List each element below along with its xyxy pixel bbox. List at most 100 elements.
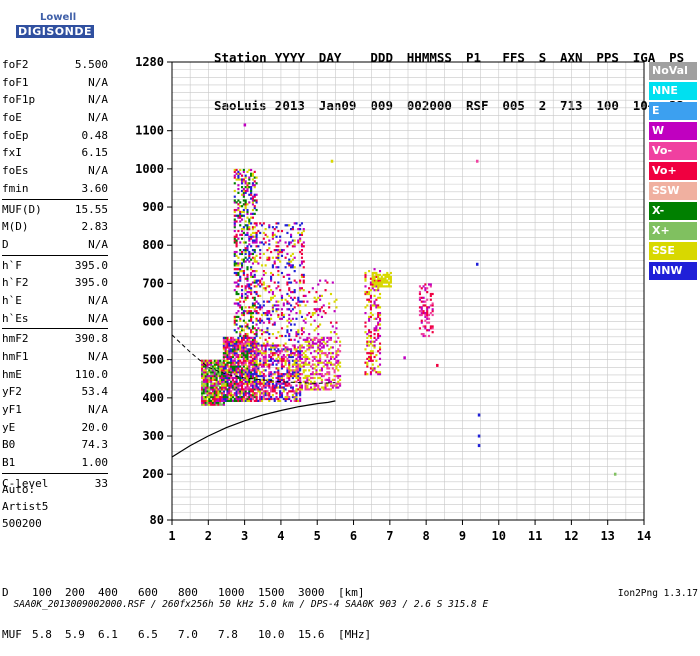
echo-point: [253, 395, 256, 399]
echo-point: [266, 340, 269, 343]
param-label: foE: [2, 111, 22, 125]
echo-point: [237, 342, 240, 345]
echo-point: [219, 403, 222, 406]
echo-point: [288, 361, 291, 364]
echo-point: [246, 266, 249, 269]
echo-point: [248, 283, 251, 286]
echo-point: [250, 395, 253, 399]
echo-point: [330, 159, 334, 163]
y-tick-label: 300: [142, 429, 164, 443]
legend-item-w: W: [649, 122, 697, 140]
echo-point: [240, 378, 244, 381]
echo-point: [250, 191, 253, 194]
echo-point: [237, 203, 240, 206]
echo-point: [257, 311, 260, 315]
echo-point: [255, 292, 258, 296]
echo-point: [302, 319, 305, 322]
echo-point: [237, 355, 240, 359]
echo-point: [273, 344, 276, 347]
echo-point: [297, 340, 300, 343]
echo-point: [222, 390, 225, 393]
echo-point: [244, 289, 247, 292]
echo-point: [326, 365, 329, 368]
echo-point: [293, 323, 296, 326]
echo-point: [242, 228, 245, 231]
echo-point: [284, 348, 287, 351]
echo-point: [233, 201, 236, 204]
echo-point: [418, 285, 422, 288]
echo-point: [302, 260, 305, 263]
echo-point: [284, 266, 287, 269]
echo-point: [244, 378, 247, 381]
echo-point: [235, 353, 238, 357]
echo-point: [291, 369, 294, 372]
echo-point: [277, 353, 280, 357]
echo-point: [204, 365, 207, 368]
echo-point: [295, 369, 298, 372]
echo-point: [273, 348, 276, 351]
echo-point: [244, 380, 247, 383]
echo-point: [250, 342, 253, 345]
echo-point: [266, 249, 269, 252]
echo-point: [217, 403, 220, 406]
echo-point: [202, 365, 205, 368]
echo-point: [280, 386, 284, 389]
echo-point: [253, 296, 256, 299]
echo-point: [366, 332, 369, 336]
echo-point: [329, 352, 333, 355]
echo-point: [211, 390, 215, 393]
echo-point: [242, 168, 245, 172]
echo-point: [222, 367, 225, 370]
echo-point: [375, 371, 378, 374]
echo-point: [329, 363, 333, 366]
echo-point: [299, 233, 302, 236]
echo-point: [248, 363, 251, 366]
echo-point: [277, 270, 280, 273]
echo-point: [239, 397, 242, 401]
echo-point: [230, 397, 233, 401]
echo-point: [366, 298, 369, 301]
echo-point: [250, 212, 253, 215]
echo-point: [230, 357, 233, 360]
echo-point: [424, 283, 427, 286]
echo-point: [230, 363, 233, 366]
echo-point: [309, 386, 313, 389]
echo-point: [251, 359, 254, 362]
echo-point: [286, 329, 289, 332]
echo-point: [304, 376, 307, 380]
echo-point: [262, 382, 265, 385]
header-label-4: HHMMSS: [406, 50, 452, 65]
echo-point: [233, 382, 236, 385]
echo-point: [250, 186, 253, 189]
echo-point: [364, 321, 367, 324]
echo-point: [257, 352, 260, 355]
echo-point: [386, 285, 389, 288]
echo-point: [427, 321, 431, 324]
echo-point: [368, 355, 371, 359]
echo-point: [246, 338, 249, 341]
echo-point: [233, 346, 236, 349]
echo-point: [329, 384, 333, 387]
echo-point: [246, 380, 249, 383]
echo-point: [364, 331, 367, 334]
echo-point: [268, 359, 271, 362]
echo-point: [279, 392, 282, 395]
echo-point: [371, 340, 374, 343]
echo-point: [244, 348, 247, 351]
echo-point: [244, 249, 247, 252]
echo-point: [242, 361, 245, 364]
echo-point: [288, 243, 291, 246]
echo-point: [226, 390, 229, 393]
echo-point: [244, 260, 247, 263]
echo-point: [257, 279, 260, 282]
chart-axes: 1 2 3 4 5 6 7 8 9 10 11 12 13 14802003004005006007008…: [135, 55, 651, 543]
param-label: h`F2: [2, 276, 29, 290]
distance-label: D: [2, 586, 9, 599]
echo-point: [369, 350, 372, 353]
auto-label: Auto:: [2, 483, 36, 496]
echo-point: [288, 367, 291, 370]
echo-point: [290, 353, 293, 357]
echo-point: [288, 289, 291, 292]
muf-value-5: 7.8: [218, 628, 238, 641]
echo-point: [235, 172, 238, 175]
